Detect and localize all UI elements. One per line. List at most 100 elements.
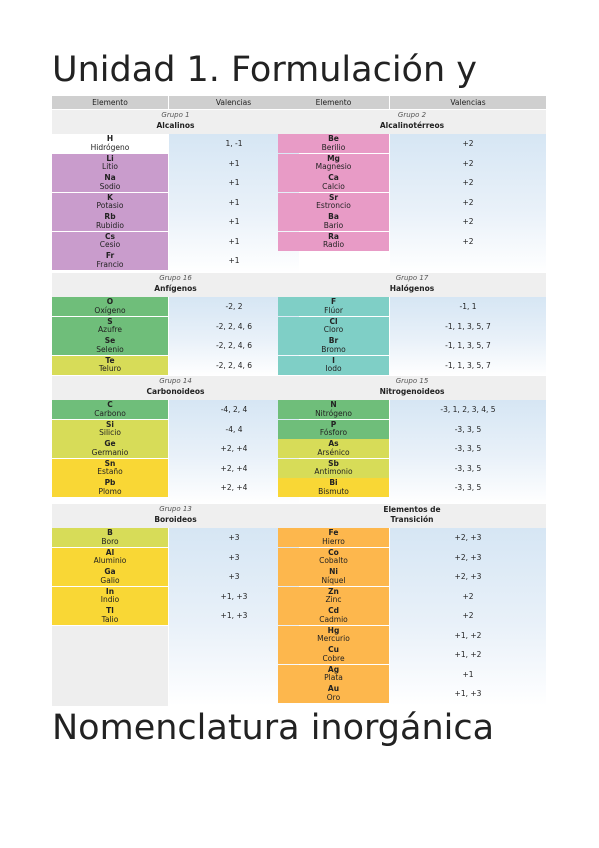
group-name: Carbonoideos <box>146 387 205 396</box>
element-row: Ba Bario +2 <box>278 212 546 231</box>
group-block: Grupo 16 Anfígenos O Oxígeno -2, 2 S Azufre -2,… <box>52 273 299 376</box>
group-name: Halógenos <box>389 284 435 293</box>
element-row: Sn Estaño +2, +4 <box>52 458 299 478</box>
header-valencias-right: Valencias <box>390 96 546 109</box>
valence-value: +2 <box>462 158 474 168</box>
group-header: Grupo 13 Boroideos <box>52 504 299 528</box>
valence-value: -2, 2, 4, 6 <box>215 321 253 331</box>
valence-value: -1, 1, 3, 5, 7 <box>445 341 491 350</box>
valence-value: 1, -1 <box>225 139 243 148</box>
element-row: Cs Cesio +1 <box>52 231 299 251</box>
element-row: H Hidrógeno 1, -1 <box>52 134 299 153</box>
element-cell: Ca Calcio <box>278 173 389 192</box>
element-symbol: Ge <box>104 439 116 448</box>
element-name: Estroncio <box>316 201 351 210</box>
element-cell: K Potasio <box>52 192 168 212</box>
group-block: Elementos de Transición Fe Hierro +2, +3 Co C… <box>278 504 546 706</box>
header-elemento-right: Elemento <box>278 96 389 109</box>
element-row: Se Selenio -2, 2, 4, 6 <box>52 336 299 355</box>
element-cell: Au Oro <box>278 684 389 703</box>
element-symbol: Ag <box>327 664 340 674</box>
element-symbol: Sb <box>328 458 339 468</box>
group-header: Grupo 16 Anfígenos <box>52 273 299 297</box>
valence-value: +2, +3 <box>454 533 482 542</box>
element-cell: Sn Estaño <box>52 458 168 478</box>
element-symbol: S <box>107 316 113 326</box>
element-name: Selenio <box>96 344 124 354</box>
group-block: Grupo 14 Carbonoideos C Carbono -4, 2, 4 Si Si… <box>52 376 299 504</box>
element-symbol: Se <box>104 336 116 345</box>
group-block: Grupo 1 Alcalinos H Hidrógeno 1, -1 Li Litio +1… <box>52 110 299 273</box>
element-cell: In Indio <box>52 586 168 606</box>
element-cell: B Boro <box>52 528 168 547</box>
empty-cell <box>52 625 168 706</box>
element-symbol: Al <box>105 547 115 557</box>
element-cell: Ag Plata <box>278 664 389 684</box>
header-valencias-left: Valencias <box>169 96 298 109</box>
element-row: Be Berilio +2 <box>278 134 546 153</box>
group-number: Grupo 17 <box>395 274 429 282</box>
element-cell: Mg Magnesio <box>278 153 389 173</box>
element-name: Estaño <box>97 467 123 476</box>
element-name: Oro <box>326 692 341 702</box>
element-symbol: Pb <box>104 478 116 487</box>
element-name: Oxígeno <box>94 305 126 315</box>
element-symbol: Tl <box>106 606 114 615</box>
element-name: Galio <box>100 575 120 585</box>
element-symbol: In <box>105 586 115 596</box>
element-name: Carbono <box>94 408 126 418</box>
element-cell: F Flúor <box>278 297 389 316</box>
element-name: Plomo <box>98 486 122 496</box>
valence-value: +1 <box>228 256 240 265</box>
element-symbol: Sn <box>104 458 116 468</box>
valence-value: +1, +3 <box>220 611 248 620</box>
element-row: Hg Mercurio +1, +2 <box>278 625 546 645</box>
element-name: Sodio <box>99 181 121 191</box>
element-symbol: Li <box>106 153 114 163</box>
element-name: Fósforo <box>319 428 348 437</box>
element-cell: Br Bromo <box>278 336 389 355</box>
element-row: Cl Cloro -1, 1, 3, 5, 7 <box>278 316 546 336</box>
element-symbol: Cl <box>329 316 338 326</box>
element-name: Francio <box>96 259 124 269</box>
valence-value: +1, +3 <box>220 591 248 601</box>
element-row: Cd Cadmio +2 <box>278 606 546 625</box>
element-name: Zinc <box>325 595 342 604</box>
element-row: Ra Radio +2 <box>278 231 546 251</box>
valence-value: +2 <box>462 178 474 187</box>
group-name: Boroideos <box>154 515 197 524</box>
group-name: Elementos de Transición <box>383 505 441 524</box>
element-symbol: H <box>106 134 114 143</box>
element-cell: Si Silicio <box>52 419 168 439</box>
valence-value: +2 <box>462 217 474 226</box>
element-symbol: B <box>107 528 113 537</box>
element-symbol: Sr <box>328 192 339 202</box>
valence-value: +1 <box>462 669 474 679</box>
element-row: Al Aluminio +3 <box>52 547 299 567</box>
element-cell: Ga Galio <box>52 567 168 586</box>
element-cell: Li Litio <box>52 153 168 173</box>
element-row: Co Cobalto +2, +3 <box>278 547 546 567</box>
element-name: Cloro <box>323 325 344 334</box>
element-row: Sb Antimonio -3, 3, 5 <box>278 458 546 478</box>
element-symbol: F <box>330 297 337 306</box>
element-name: Boro <box>101 536 119 546</box>
group-name: Alcalinos <box>156 121 195 130</box>
element-name: Calcio <box>322 181 345 191</box>
element-cell: Be Berilio <box>278 134 389 153</box>
element-cell: Se Selenio <box>52 336 168 355</box>
element-cell: S Azufre <box>52 316 168 336</box>
element-name: Cobre <box>322 653 345 663</box>
element-symbol: Cs <box>105 231 115 241</box>
element-cell: As Arsénico <box>278 439 389 458</box>
element-symbol: Au <box>327 684 340 693</box>
element-name: Cobalto <box>319 556 348 565</box>
element-row: Au Oro +1, +3 <box>278 684 546 703</box>
element-cell: Hg Mercurio <box>278 625 389 645</box>
element-symbol: N <box>330 400 337 409</box>
element-name: Teluro <box>98 364 122 373</box>
group-number: Grupo 16 <box>159 274 192 282</box>
valence-value: +2, +3 <box>454 552 482 562</box>
group-header: Grupo 1 Alcalinos <box>52 110 299 134</box>
header-elemento-left: Elemento <box>52 96 168 109</box>
